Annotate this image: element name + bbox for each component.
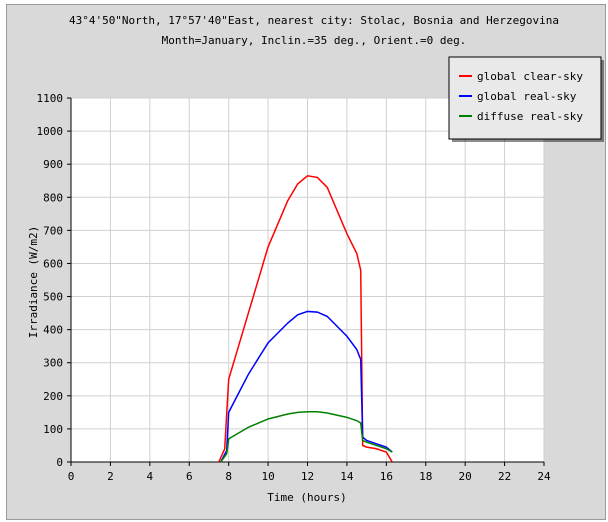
x-tick-label: 12 [301,470,314,483]
series-line-1 [220,310,393,463]
y-tick-label: 1100 [37,92,64,105]
x-tick-label: 18 [419,470,432,483]
x-tick-label: 14 [340,470,354,483]
x-tick-label: 10 [261,470,274,483]
legend-label-1: global real-sky [477,90,577,103]
y-tick-label: 700 [43,224,63,237]
x-tick-label: 4 [147,470,154,483]
legend: global clear-sky global real-sky diffuse r… [448,56,604,142]
legend-box [448,56,602,140]
legend-label-0: global clear-sky [477,70,583,83]
x-tick-label: 2 [107,470,114,483]
y-tick-label: 500 [43,291,63,304]
y-tick-label: 200 [43,390,63,403]
y-tick-label: 900 [43,158,63,171]
y-tick-label: 100 [43,423,63,436]
y-tick-label: 0 [56,456,63,469]
chart-title: 43°4'50"North, 17°57'40"East, nearest ci… [69,14,559,27]
x-tick-label: 16 [380,470,393,483]
y-tick-label: 1000 [37,125,64,138]
x-tick-label: 24 [537,470,551,483]
x-tick-label: 6 [186,470,193,483]
chart-subtitle: Month=January, Inclin.=35 deg., Orient.=… [162,34,467,47]
x-tick-label: 8 [225,470,232,483]
y-tick-label: 600 [43,257,63,270]
x-tick-label: 0 [68,470,75,483]
y-tick-label: 400 [43,324,63,337]
grid [71,97,545,462]
series-line-2 [220,410,393,463]
series-line-0 [218,174,393,463]
x-tick-label: 22 [498,470,511,483]
x-tick-label: 20 [459,470,472,483]
y-axis-label: Irradiance (W/m2) [27,226,40,339]
x-axis-label: Time (hours) [267,491,346,504]
y-tick-label: 800 [43,191,63,204]
y-tick-label: 300 [43,357,63,370]
legend-label-2: diffuse real-sky [477,110,583,123]
series-group [218,174,393,463]
